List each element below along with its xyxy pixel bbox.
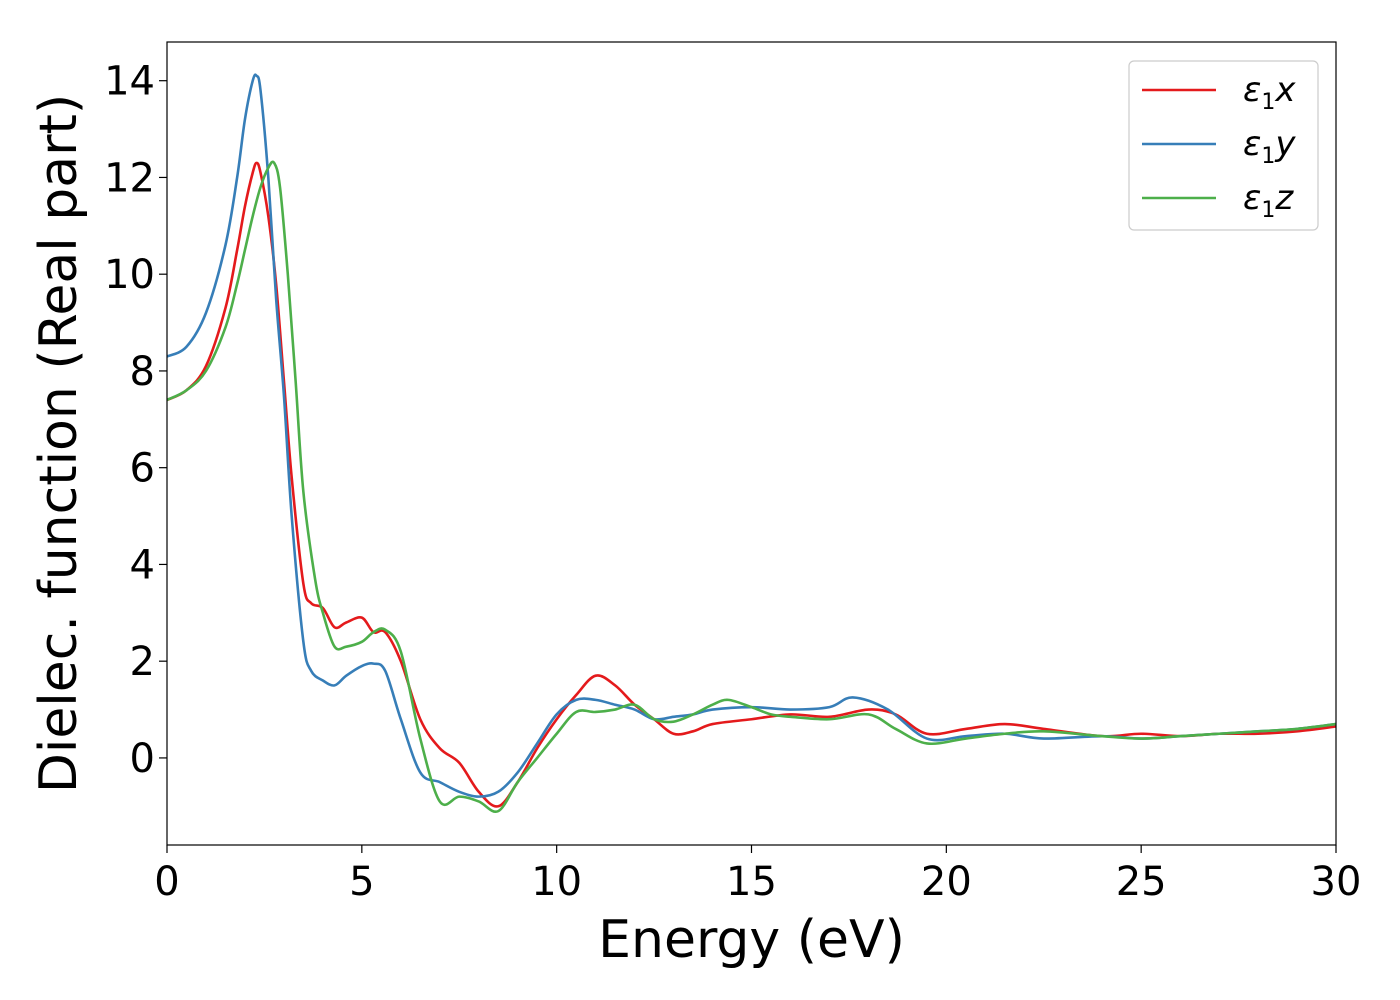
y-axis-title: Dielec. function (Real part) [29,94,89,793]
series-line-x [167,161,1336,808]
x-tick-label: 15 [726,859,777,905]
y-tick-label: 6 [130,446,155,492]
x-tick-label: 20 [921,859,972,905]
x-tick-label: 25 [1116,859,1167,905]
y-tick-label: 4 [130,542,155,588]
y-tick-label: 8 [130,349,155,395]
y-tick-label: 0 [130,736,155,782]
legend-label-x: ε1x [1243,70,1296,115]
legend-label-y: ε1y [1243,124,1296,169]
y-tick-label: 2 [130,639,155,685]
y-tick-label: 12 [104,155,155,201]
y-tick-label: 14 [104,59,155,105]
series-layer [167,73,1336,814]
x-axis-title: Energy (eV) [598,910,905,970]
x-tick-label: 5 [349,859,374,905]
legend: ε1x ε1y ε1z [1128,60,1319,231]
y-axis: 0 2 4 6 8 10 12 14 [104,59,167,782]
series-line-y [167,73,1336,798]
legend-label-z: ε1z [1243,178,1294,223]
x-axis: 0 5 10 15 20 25 30 [154,845,1361,905]
x-tick-label: 0 [154,859,179,905]
x-tick-label: 30 [1311,859,1362,905]
legend-box [1128,60,1319,231]
y-tick-label: 10 [104,252,155,298]
series-line-z [167,160,1336,814]
x-tick-label: 10 [531,859,582,905]
